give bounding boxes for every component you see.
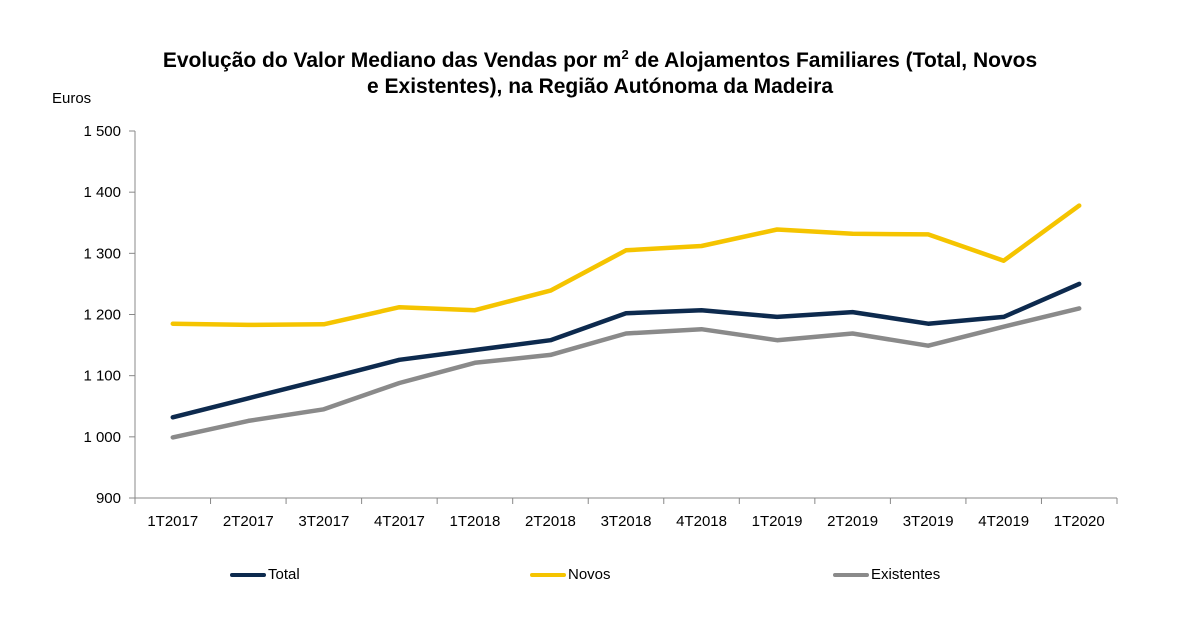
legend-item-total: Total xyxy=(230,566,300,583)
x-tick-label: 1T2017 xyxy=(147,513,198,530)
y-tick-label: 1 100 xyxy=(83,368,121,385)
legend-label-total: Total xyxy=(268,566,300,583)
legend: Total Novos Existentes xyxy=(0,566,1200,590)
x-tick-label: 2T2017 xyxy=(223,513,274,530)
series-group xyxy=(170,203,1082,440)
x-tick-label: 4T2017 xyxy=(374,513,425,530)
y-tick-label: 1 500 xyxy=(83,123,121,140)
legend-label-existentes: Existentes xyxy=(871,566,941,583)
x-tick-label: 3T2019 xyxy=(903,513,954,530)
y-tick-label: 1 200 xyxy=(83,307,121,324)
x-tick-label: 2T2019 xyxy=(827,513,878,530)
x-tick-label: 4T2019 xyxy=(978,513,1029,530)
x-tick-label: 1T2018 xyxy=(449,513,500,530)
y-tick-label: 1 000 xyxy=(83,429,121,446)
y-tick-label: 900 xyxy=(96,490,121,507)
y-tick-label: 1 300 xyxy=(83,245,121,262)
series-line-total xyxy=(170,281,1082,420)
legend-swatch-existentes xyxy=(833,572,869,577)
x-tick-label: 2T2018 xyxy=(525,513,576,530)
x-tick-label: 4T2018 xyxy=(676,513,727,530)
x-tick-label: 3T2018 xyxy=(601,513,652,530)
legend-item-existentes: Existentes xyxy=(833,566,940,583)
legend-item-novos: Novos xyxy=(530,566,611,583)
legend-swatch-total xyxy=(230,572,266,577)
chart-title-line-2: e Existentes), na Região Autónoma da Mad… xyxy=(367,75,833,98)
chart-title: Evolução do Valor Mediano das Vendas por… xyxy=(0,48,1200,100)
series-line-novos xyxy=(170,203,1082,328)
chart-title-line-1: Evolução do Valor Mediano das Vendas por… xyxy=(162,47,1038,72)
legend-swatch-novos xyxy=(530,572,566,577)
x-tick-label: 1T2020 xyxy=(1054,513,1105,530)
y-tick-label: 1 400 xyxy=(83,184,121,201)
series-line-existentes xyxy=(170,306,1082,440)
axes: 900 1 000 1 100 1 200 1 300 1 400 1 500 1T2017 2… xyxy=(83,123,1118,530)
x-tick-label: 3T2017 xyxy=(298,513,349,530)
y-axis-label: Euros xyxy=(52,90,92,107)
x-tick-label: 1T2019 xyxy=(752,513,803,530)
legend-label-novos: Novos xyxy=(568,566,611,583)
